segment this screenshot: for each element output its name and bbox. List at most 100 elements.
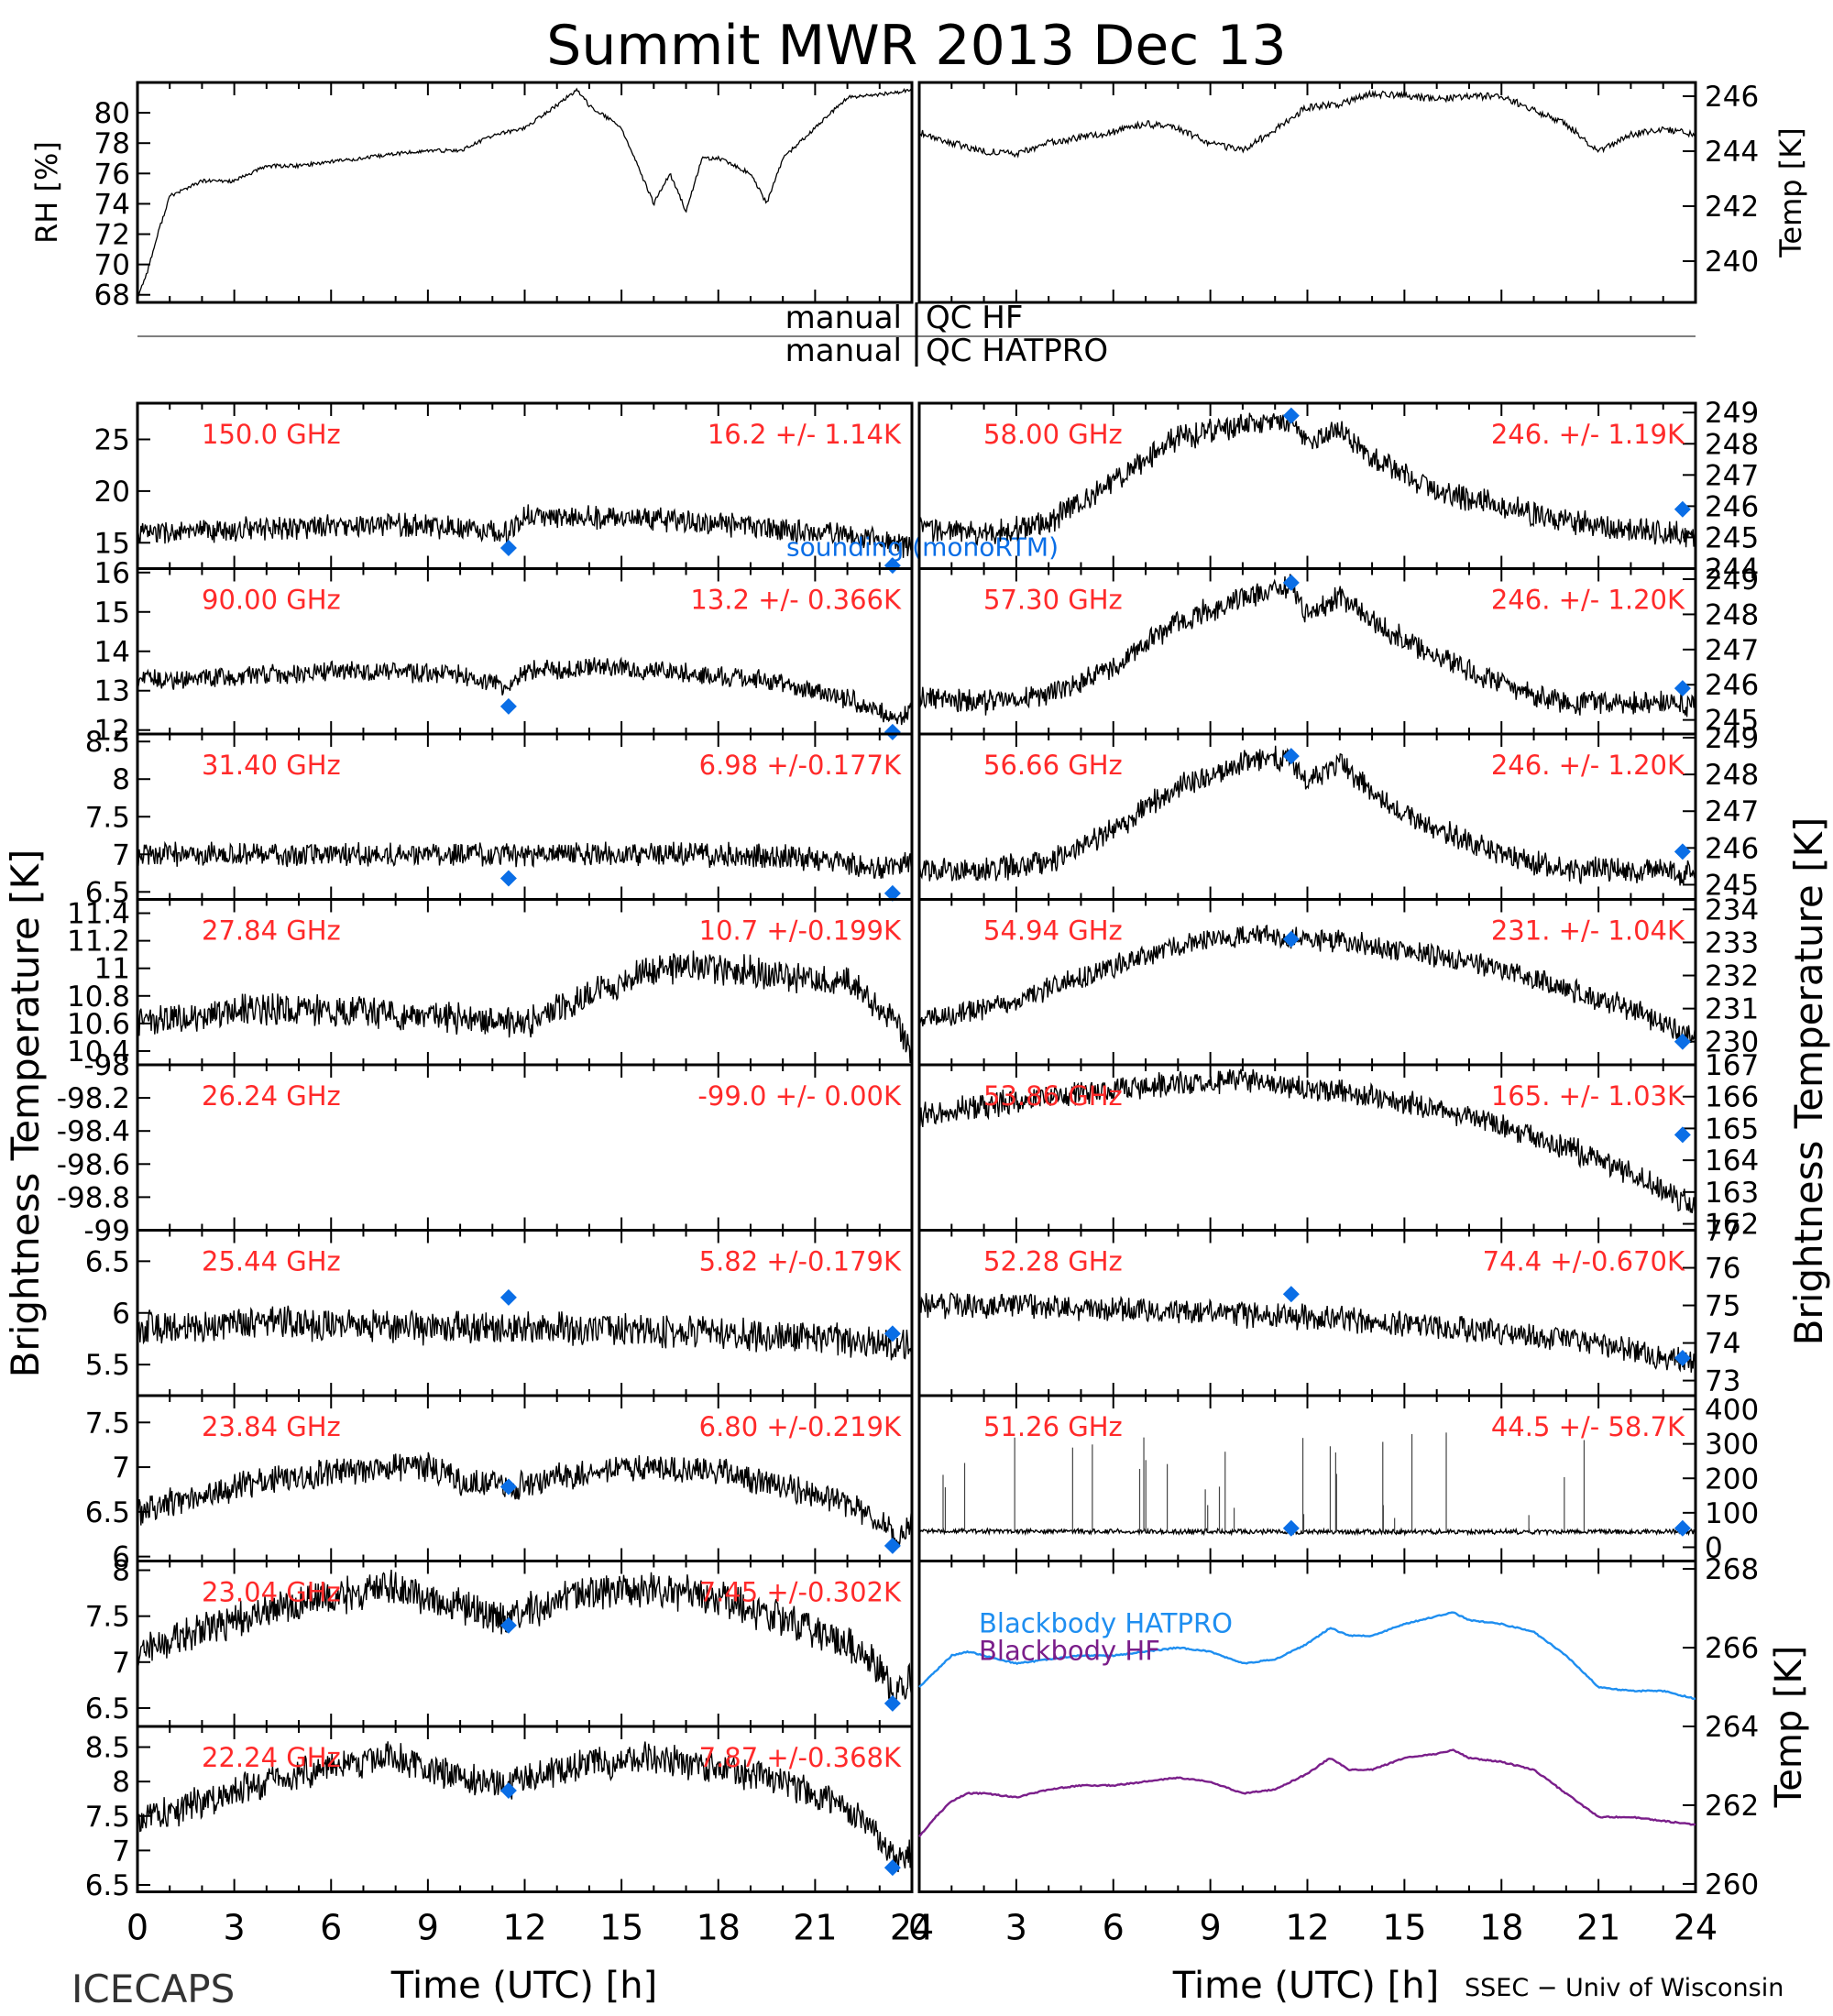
tb_51_26-panel-stats-label: 44.5 +/- 58.7K [1491,1411,1685,1442]
footer-left-label: ICECAPS [71,1967,235,2011]
tb_25_44-panel-sounding-marker [884,1325,901,1342]
tb_22_24-panel-ytick-label: 8.5 [85,1732,130,1765]
tb_58-panel-ytick-label: 247 [1705,459,1759,492]
tb_58-panel-sounding-marker [1282,407,1300,424]
tb_57_30-panel-ytick-label: 247 [1705,634,1759,667]
tb_58-panel-ytick-label: 245 [1705,521,1759,554]
left-x-tick-label: 21 [793,1908,837,1948]
tb_53_86-panel-ytick-label: 166 [1705,1081,1759,1114]
tb_23_84-panel-trace [137,1452,913,1548]
tb_31_40-panel-frequency-label: 31.40 GHz [202,750,341,781]
blackbody-series-hatpro-line [918,1611,1696,1701]
right-x-tick-label: 15 [1382,1908,1426,1948]
tb_53_86-panel-sounding-marker [1674,1126,1691,1144]
tb_56_66-panel-ytick-label: 247 [1705,795,1759,828]
tb_22_24-panel-sounding-marker [884,1859,901,1877]
tb_53_86-panel-frequency-label: 53.86 GHz [983,1080,1123,1112]
tb_22_24-panel-sounding-marker [499,1781,517,1799]
left-x-tick-label: 3 [224,1908,246,1948]
right-x-tick-label: 9 [1200,1908,1222,1948]
temp-panel-ytick-label: 240 [1705,246,1759,279]
tb_56_66-panel-trace [918,745,1696,886]
rh-panel-ytick-label: 72 [94,219,130,252]
left-x-tick-label: 12 [502,1908,546,1948]
tb_58-panel-trace [918,412,1696,548]
qc-hatpro-label-right: QC HATPRO [926,333,1108,369]
tb_54_94-panel-sounding-marker [1674,1033,1691,1050]
tb_53_86-panel-stats-label: 165. +/- 1.03K [1491,1080,1685,1112]
tb_53_86-panel-ytick-label: 167 [1705,1049,1759,1082]
tb_27_84-panel-ytick-label: 11 [94,953,130,986]
tb_51_26-panel-ytick-label: 200 [1705,1463,1759,1496]
tb_53_86-panel-ytick-label: 162 [1705,1209,1759,1242]
right-x-tick-label: 0 [908,1908,930,1948]
qc-hf-label-left: manual [785,300,902,336]
tb_150-panel-ytick-label: 15 [94,527,130,560]
blackbody-series-hf-line [918,1748,1696,1838]
tb_90-panel-ytick-label: 13 [94,675,130,708]
rh-panel-ytick-label: 70 [94,249,130,282]
tb_25_44-panel-ytick-label: 5.5 [85,1349,130,1382]
y-axis-label-left: Brightness Temperature [K] [3,849,48,1378]
tb_27_84-panel-trace [137,950,913,1064]
tb_25_44-panel-stats-label: 5.82 +/-0.179K [699,1246,902,1277]
tb_57_30-panel-ytick-label: 246 [1705,669,1759,702]
tb_51_26-panel-ytick-label: 0 [1705,1531,1723,1564]
tb_23_04-panel-sounding-marker [499,1616,517,1634]
tb_58-panel-ytick-label: 248 [1705,428,1759,461]
tb_90-panel-ytick-label: 15 [94,597,130,630]
tb_57_30-panel-sounding-marker [1282,574,1300,591]
tb_23_04-panel-frequency-label: 23.04 GHz [202,1577,341,1608]
tb_23_84-panel-ytick-label: 6 [112,1541,130,1574]
x-axis-label-right: Time (UTC) [h] [1172,1965,1439,2007]
rh-panel-ytick-label: 74 [94,188,130,221]
tb_26_24-panel-ytick-label: -98.4 [57,1115,130,1148]
tb_23_84-panel-sounding-marker [884,1537,901,1554]
tb_22_24-panel-frequency-label: 22.24 GHz [202,1742,341,1773]
blackbody-panel-ytick-label: 266 [1705,1632,1759,1665]
tb_54_94-panel-stats-label: 231. +/- 1.04K [1491,915,1685,947]
y-axis-label-right: Brightness Temperature [K] [1786,817,1831,1346]
tb_54_94-panel-ytick-label: 230 [1705,1026,1759,1059]
tb_26_24-panel-ytick-label: -98.2 [57,1082,130,1115]
tb_57_30-panel-stats-label: 246. +/- 1.20K [1491,585,1685,616]
tb_27_84-panel-ytick-label: 10.6 [67,1008,130,1041]
tb_27_84-panel-stats-label: 10.7 +/-0.199K [699,915,902,947]
tb_53_86-panel-trace [918,1068,1696,1214]
tb_31_40-panel-trace [137,840,913,879]
tb_31_40-panel-sounding-marker [499,870,517,887]
right-x-tick-label: 18 [1479,1908,1523,1948]
tb_57_30-panel-frequency-label: 57.30 GHz [983,585,1123,616]
tb_31_40-panel-ytick-label: 8 [112,763,130,796]
rh-panel-ytick-label: 78 [94,127,130,160]
temp-panel-ytick-label: 244 [1705,136,1759,169]
tb_90-panel-trace [137,656,913,726]
sounding-legend-label: sounding (monoRTM) [786,532,1059,563]
figure-title: Summit MWR 2013 Dec 13 [546,14,1286,78]
blackbody-legend-hatpro: Blackbody HATPRO [979,1608,1233,1639]
tb_23_04-panel-ytick-label: 7.5 [85,1601,130,1634]
tb_58-panel-ytick-label: 249 [1705,397,1759,430]
tb_90-panel-sounding-marker [884,723,901,740]
tb_31_40-panel-ytick-label: 7.5 [85,801,130,834]
qc-hatpro-label-left: manual [785,333,902,369]
tb_23_84-panel-ytick-label: 7 [112,1452,130,1485]
temp-panel-trace [918,89,1696,159]
right-x-tick-label: 3 [1005,1908,1027,1948]
tb_58-panel-sounding-marker [1674,500,1691,518]
tb_27_84-panel-ytick-label: 11.4 [67,898,130,931]
tb_52_28-panel-ytick-label: 74 [1705,1328,1740,1361]
x-axis-label-left: Time (UTC) [h] [390,1965,657,2007]
tb_51_26-panel-frequency-label: 51.26 GHz [983,1411,1123,1442]
left-x-tick-label: 9 [417,1908,439,1948]
tb_90-panel-ytick-label: 16 [94,557,130,590]
rh-panel-ytick-label: 76 [94,158,130,191]
blackbody-panel-ytick-label: 268 [1705,1553,1759,1586]
rh-panel-ylabel: RH [%] [29,141,64,244]
tb_27_84-panel-ytick-label: 10.8 [67,981,130,1013]
tb_25_44-panel-trace [137,1305,913,1361]
tb_57_30-panel-ytick-label: 248 [1705,598,1759,631]
right-x-tick-label: 6 [1103,1908,1125,1948]
